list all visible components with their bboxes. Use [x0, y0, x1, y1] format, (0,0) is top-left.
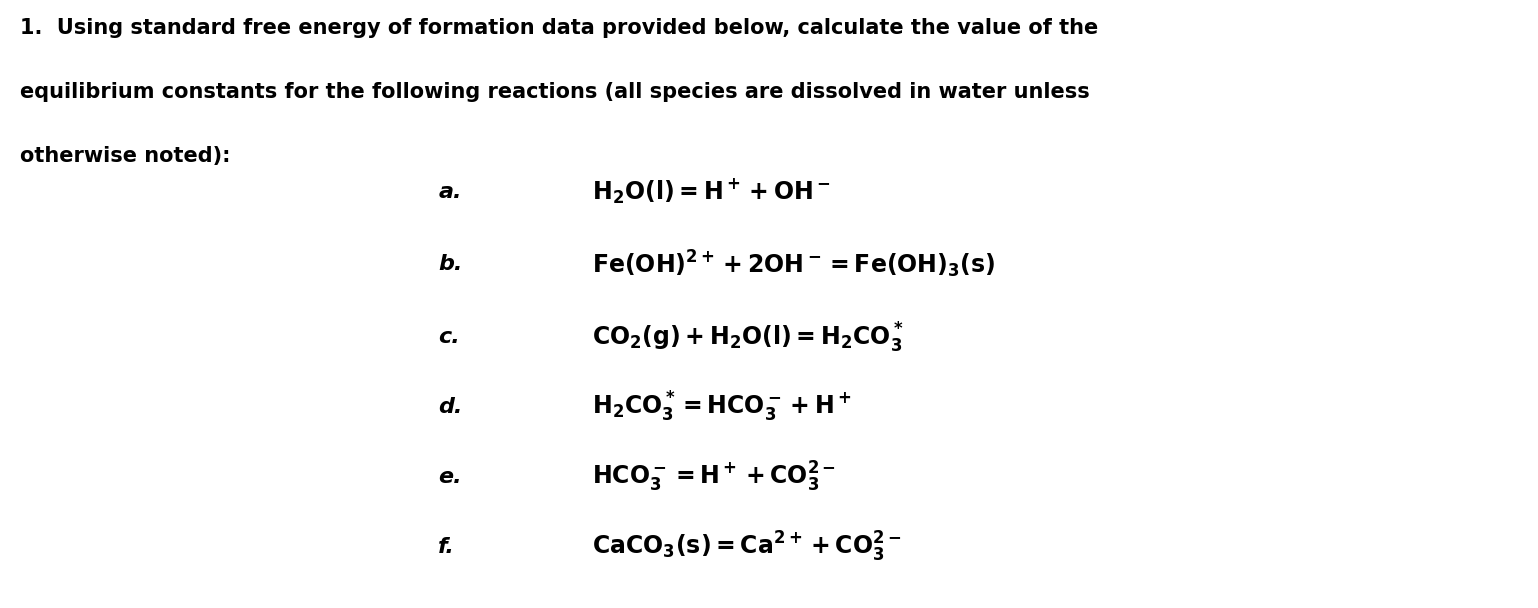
Text: d.: d.: [438, 398, 463, 417]
Text: $\mathbf{H_2O(l) = H^+ + OH^-}$: $\mathbf{H_2O(l) = H^+ + OH^-}$: [592, 177, 831, 206]
Text: $\mathbf{CaCO_3(s) = Ca^{2+}+ CO_3^{2-}}$: $\mathbf{CaCO_3(s) = Ca^{2+}+ CO_3^{2-}}…: [592, 530, 901, 564]
Text: e.: e.: [438, 468, 461, 487]
Text: 1.  Using standard free energy of formation data provided below, calculate the v: 1. Using standard free energy of formati…: [20, 18, 1098, 38]
Text: c.: c.: [438, 328, 460, 347]
Text: $\mathbf{H_2CO_3^* = HCO_3^- + H^+}$: $\mathbf{H_2CO_3^* = HCO_3^- + H^+}$: [592, 390, 852, 424]
Text: equilibrium constants for the following reactions (all species are dissolved in : equilibrium constants for the following …: [20, 82, 1090, 102]
Text: $\mathbf{CO_2(g) + H_2O(l) = H_2CO_3^*}$: $\mathbf{CO_2(g) + H_2O(l) = H_2CO_3^*}$: [592, 320, 904, 354]
Text: a.: a.: [438, 182, 461, 201]
Text: otherwise noted):: otherwise noted):: [20, 146, 231, 166]
Text: b.: b.: [438, 255, 463, 274]
Text: f.: f.: [438, 537, 455, 557]
Text: $\mathbf{HCO_3^- = H^+ + CO_3^{2-}}$: $\mathbf{HCO_3^- = H^+ + CO_3^{2-}}$: [592, 460, 837, 494]
Text: $\mathbf{Fe(OH)^{2+} + 2OH^- = Fe(OH)_3(s)}$: $\mathbf{Fe(OH)^{2+} + 2OH^- = Fe(OH)_3(…: [592, 249, 995, 280]
